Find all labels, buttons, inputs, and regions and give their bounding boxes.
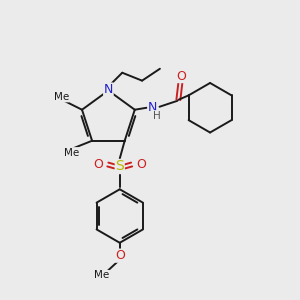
- Text: Me: Me: [94, 271, 110, 281]
- Text: Me: Me: [64, 148, 79, 158]
- Text: O: O: [136, 158, 146, 171]
- Text: Me: Me: [54, 92, 69, 102]
- Text: O: O: [176, 70, 186, 83]
- Text: N: N: [104, 83, 113, 96]
- Text: O: O: [93, 158, 103, 171]
- Text: S: S: [116, 160, 124, 173]
- Text: H: H: [153, 111, 160, 121]
- Text: O: O: [115, 249, 125, 262]
- Text: N: N: [148, 101, 157, 114]
